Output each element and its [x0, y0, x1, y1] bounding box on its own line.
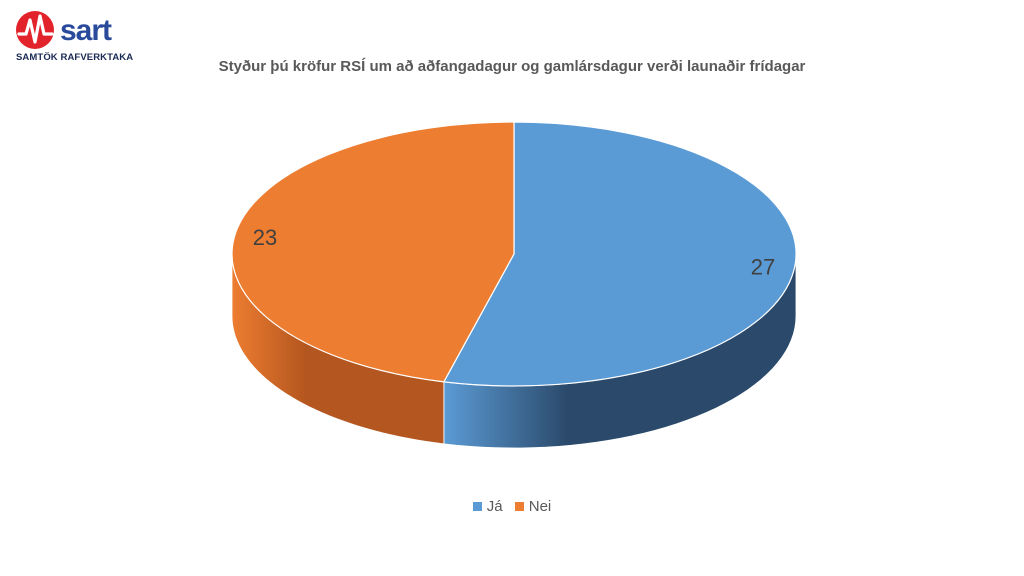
legend-label-ja: Já [486, 498, 503, 515]
chart-title: Styður þú kröfur RSÍ um að aðfangadagur … [218, 58, 806, 75]
legend-item-ja: Já [472, 498, 503, 515]
legend-item-nei: Nei [514, 498, 552, 515]
pie-tops [231, 121, 797, 387]
logo-mark-icon [16, 11, 54, 49]
legend: Já Nei [0, 498, 1024, 515]
pie-slice-já [442, 121, 797, 387]
legend-swatch-ja [472, 501, 482, 511]
data-label-nei: 23 [253, 225, 277, 250]
pie-slice-nei [231, 121, 515, 383]
pie-labels: 27 23 [253, 225, 775, 279]
legend-swatch-nei [514, 501, 524, 511]
logo-subtitle: SAMTÖK RAFVERKTAKA [16, 52, 134, 63]
logo: sart SAMTÖK RAFVERKTAKA [14, 8, 154, 64]
data-label-já: 27 [751, 255, 775, 280]
logo-wordmark: sart [60, 14, 112, 47]
legend-label-nei: Nei [528, 498, 552, 515]
